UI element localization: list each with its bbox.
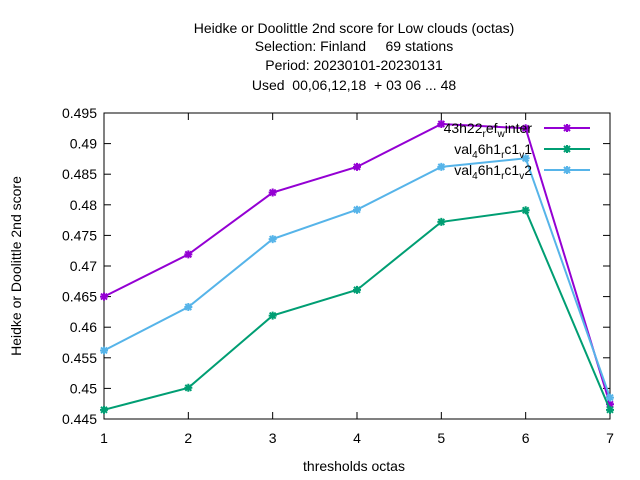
data-point (437, 120, 446, 129)
y-tick-label: 0.46 (70, 319, 97, 335)
title-line-3: Period: 20230101-20230131 (265, 57, 443, 73)
y-tick-label: 0.49 (70, 136, 97, 152)
y-tick-label: 0.45 (70, 380, 97, 396)
y-tick-label: 0.47 (70, 258, 97, 274)
data-point (521, 124, 530, 133)
series-line (103, 157, 611, 398)
title-line-1: Heidke or Doolittle 2nd score for Low cl… (194, 20, 515, 36)
series-2 (100, 206, 614, 414)
data-point (606, 405, 614, 414)
data-point (268, 235, 277, 244)
series-layer (100, 120, 614, 414)
series-3 (100, 154, 614, 402)
y-tick-label: 0.475 (62, 227, 97, 243)
data-point (353, 205, 361, 214)
x-axis-label: thresholds octas (303, 458, 405, 474)
legend-label: val46h1rc1v2 (454, 162, 532, 182)
legend-marker (563, 145, 571, 153)
legend-marker (563, 166, 571, 174)
legend-marker (563, 124, 571, 132)
data-point (268, 188, 277, 197)
data-point (268, 311, 277, 320)
x-tick-label: 1 (100, 430, 108, 446)
x-tick-label: 7 (606, 430, 614, 446)
chart-title: Heidke or Doolittle 2nd score for Low cl… (194, 20, 515, 93)
data-point (521, 206, 530, 215)
y-tick-label: 0.48 (70, 197, 97, 213)
x-tick-label: 3 (269, 430, 277, 446)
data-point (184, 303, 193, 312)
x-tick-label: 6 (522, 430, 530, 446)
legend-label: val46h1rc1v1 (454, 141, 532, 161)
legend-label: 43h22refwinter (444, 120, 533, 140)
y-tick-label: 0.445 (62, 411, 97, 427)
y-axis-label: Heidke or Doolittle 2nd score (8, 176, 24, 356)
title-line-4: Used 00,06,12,18 + 03 06 ... 48 (252, 77, 457, 93)
y-tick-label: 0.455 (62, 350, 97, 366)
series-1 (100, 120, 614, 409)
y-axis: 0.445 0.45 0.455 0.46 0.465 0.47 0.475 0.48 0.48… (62, 105, 610, 427)
data-point (521, 154, 530, 163)
x-tick-label: 4 (353, 430, 361, 446)
y-tick-label: 0.485 (62, 166, 97, 182)
x-tick-label: 5 (437, 430, 445, 446)
data-point (437, 162, 446, 171)
data-point (606, 400, 614, 409)
data-point (100, 292, 108, 301)
data-point (437, 217, 446, 226)
x-axis: 1 2 3 4 5 6 7 (100, 113, 614, 446)
y-tick-label: 0.495 (62, 105, 97, 121)
data-point (184, 250, 193, 259)
data-point (100, 405, 108, 414)
x-tick-label: 2 (184, 430, 192, 446)
data-point (353, 162, 361, 171)
y-tick-label: 0.465 (62, 289, 97, 305)
title-line-2: Selection: Finland 69 stations (255, 38, 453, 54)
data-point (353, 285, 361, 294)
data-point (606, 393, 614, 402)
data-point (184, 383, 193, 392)
data-point (100, 346, 108, 355)
series-line (103, 209, 611, 411)
